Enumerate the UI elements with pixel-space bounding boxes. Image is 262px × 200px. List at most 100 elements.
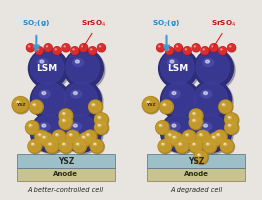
Ellipse shape — [63, 143, 64, 144]
Circle shape — [53, 131, 67, 144]
Ellipse shape — [163, 103, 166, 106]
Circle shape — [220, 139, 234, 153]
Ellipse shape — [99, 46, 101, 47]
Circle shape — [30, 51, 64, 84]
Circle shape — [157, 44, 164, 51]
Circle shape — [158, 139, 172, 153]
Circle shape — [160, 101, 172, 112]
Ellipse shape — [63, 120, 64, 121]
Ellipse shape — [200, 134, 201, 135]
Text: SO$_2$(g): SO$_2$(g) — [22, 19, 50, 29]
Ellipse shape — [73, 59, 84, 66]
Circle shape — [174, 44, 182, 52]
Ellipse shape — [193, 120, 195, 121]
Circle shape — [165, 130, 179, 144]
Circle shape — [196, 51, 230, 84]
Circle shape — [84, 131, 96, 143]
Ellipse shape — [217, 134, 219, 135]
Ellipse shape — [62, 112, 66, 115]
Ellipse shape — [39, 90, 50, 98]
Circle shape — [221, 140, 233, 152]
Ellipse shape — [38, 49, 39, 50]
Circle shape — [89, 101, 103, 114]
Ellipse shape — [224, 143, 226, 144]
Circle shape — [64, 82, 103, 121]
Text: Anode: Anode — [184, 171, 209, 177]
Ellipse shape — [43, 137, 45, 138]
Circle shape — [79, 133, 92, 146]
Ellipse shape — [97, 124, 101, 127]
Ellipse shape — [99, 125, 100, 126]
Circle shape — [71, 47, 79, 55]
Ellipse shape — [62, 143, 66, 146]
Circle shape — [189, 109, 203, 123]
Circle shape — [60, 116, 72, 128]
Circle shape — [157, 44, 165, 52]
Circle shape — [190, 116, 201, 128]
Circle shape — [161, 80, 200, 120]
Ellipse shape — [55, 49, 57, 50]
Ellipse shape — [83, 137, 84, 138]
Circle shape — [162, 82, 201, 121]
Ellipse shape — [169, 134, 170, 135]
Circle shape — [71, 47, 78, 54]
Circle shape — [26, 121, 38, 133]
Ellipse shape — [40, 60, 44, 63]
Ellipse shape — [73, 92, 77, 95]
Ellipse shape — [76, 143, 80, 146]
Bar — [17, 168, 115, 181]
Circle shape — [89, 47, 96, 55]
Circle shape — [29, 140, 42, 154]
Ellipse shape — [216, 134, 220, 136]
Ellipse shape — [92, 103, 95, 106]
Circle shape — [204, 140, 217, 154]
Ellipse shape — [100, 46, 101, 47]
Ellipse shape — [63, 113, 64, 114]
Circle shape — [184, 47, 190, 54]
Circle shape — [160, 50, 200, 90]
Ellipse shape — [55, 49, 56, 50]
Circle shape — [190, 109, 204, 123]
Circle shape — [162, 115, 196, 148]
Circle shape — [176, 140, 190, 154]
Circle shape — [219, 100, 233, 114]
Circle shape — [160, 100, 173, 114]
Circle shape — [194, 115, 228, 148]
Circle shape — [95, 121, 108, 135]
Circle shape — [184, 47, 192, 55]
Circle shape — [197, 131, 210, 144]
Circle shape — [213, 130, 227, 144]
Ellipse shape — [159, 124, 162, 127]
Circle shape — [40, 133, 52, 145]
Text: YSZ: YSZ — [188, 157, 204, 166]
Ellipse shape — [29, 124, 32, 127]
Circle shape — [182, 130, 196, 144]
Circle shape — [201, 47, 209, 55]
Circle shape — [59, 109, 73, 123]
Circle shape — [210, 44, 218, 52]
Circle shape — [95, 113, 108, 127]
Ellipse shape — [221, 49, 223, 50]
Ellipse shape — [186, 134, 188, 135]
Circle shape — [201, 47, 208, 54]
Circle shape — [225, 113, 238, 127]
Ellipse shape — [169, 90, 180, 98]
Circle shape — [27, 44, 35, 52]
Circle shape — [204, 140, 215, 152]
Circle shape — [13, 97, 27, 112]
Ellipse shape — [212, 46, 214, 47]
Circle shape — [225, 113, 239, 127]
Circle shape — [62, 113, 101, 152]
Circle shape — [73, 140, 87, 154]
Circle shape — [160, 101, 174, 114]
Ellipse shape — [42, 124, 46, 127]
Circle shape — [12, 97, 29, 113]
Ellipse shape — [161, 143, 165, 146]
Circle shape — [91, 140, 102, 152]
Circle shape — [159, 140, 171, 152]
Circle shape — [162, 114, 201, 154]
Circle shape — [67, 131, 78, 143]
Circle shape — [189, 116, 203, 130]
Circle shape — [95, 121, 107, 133]
Circle shape — [62, 44, 70, 52]
